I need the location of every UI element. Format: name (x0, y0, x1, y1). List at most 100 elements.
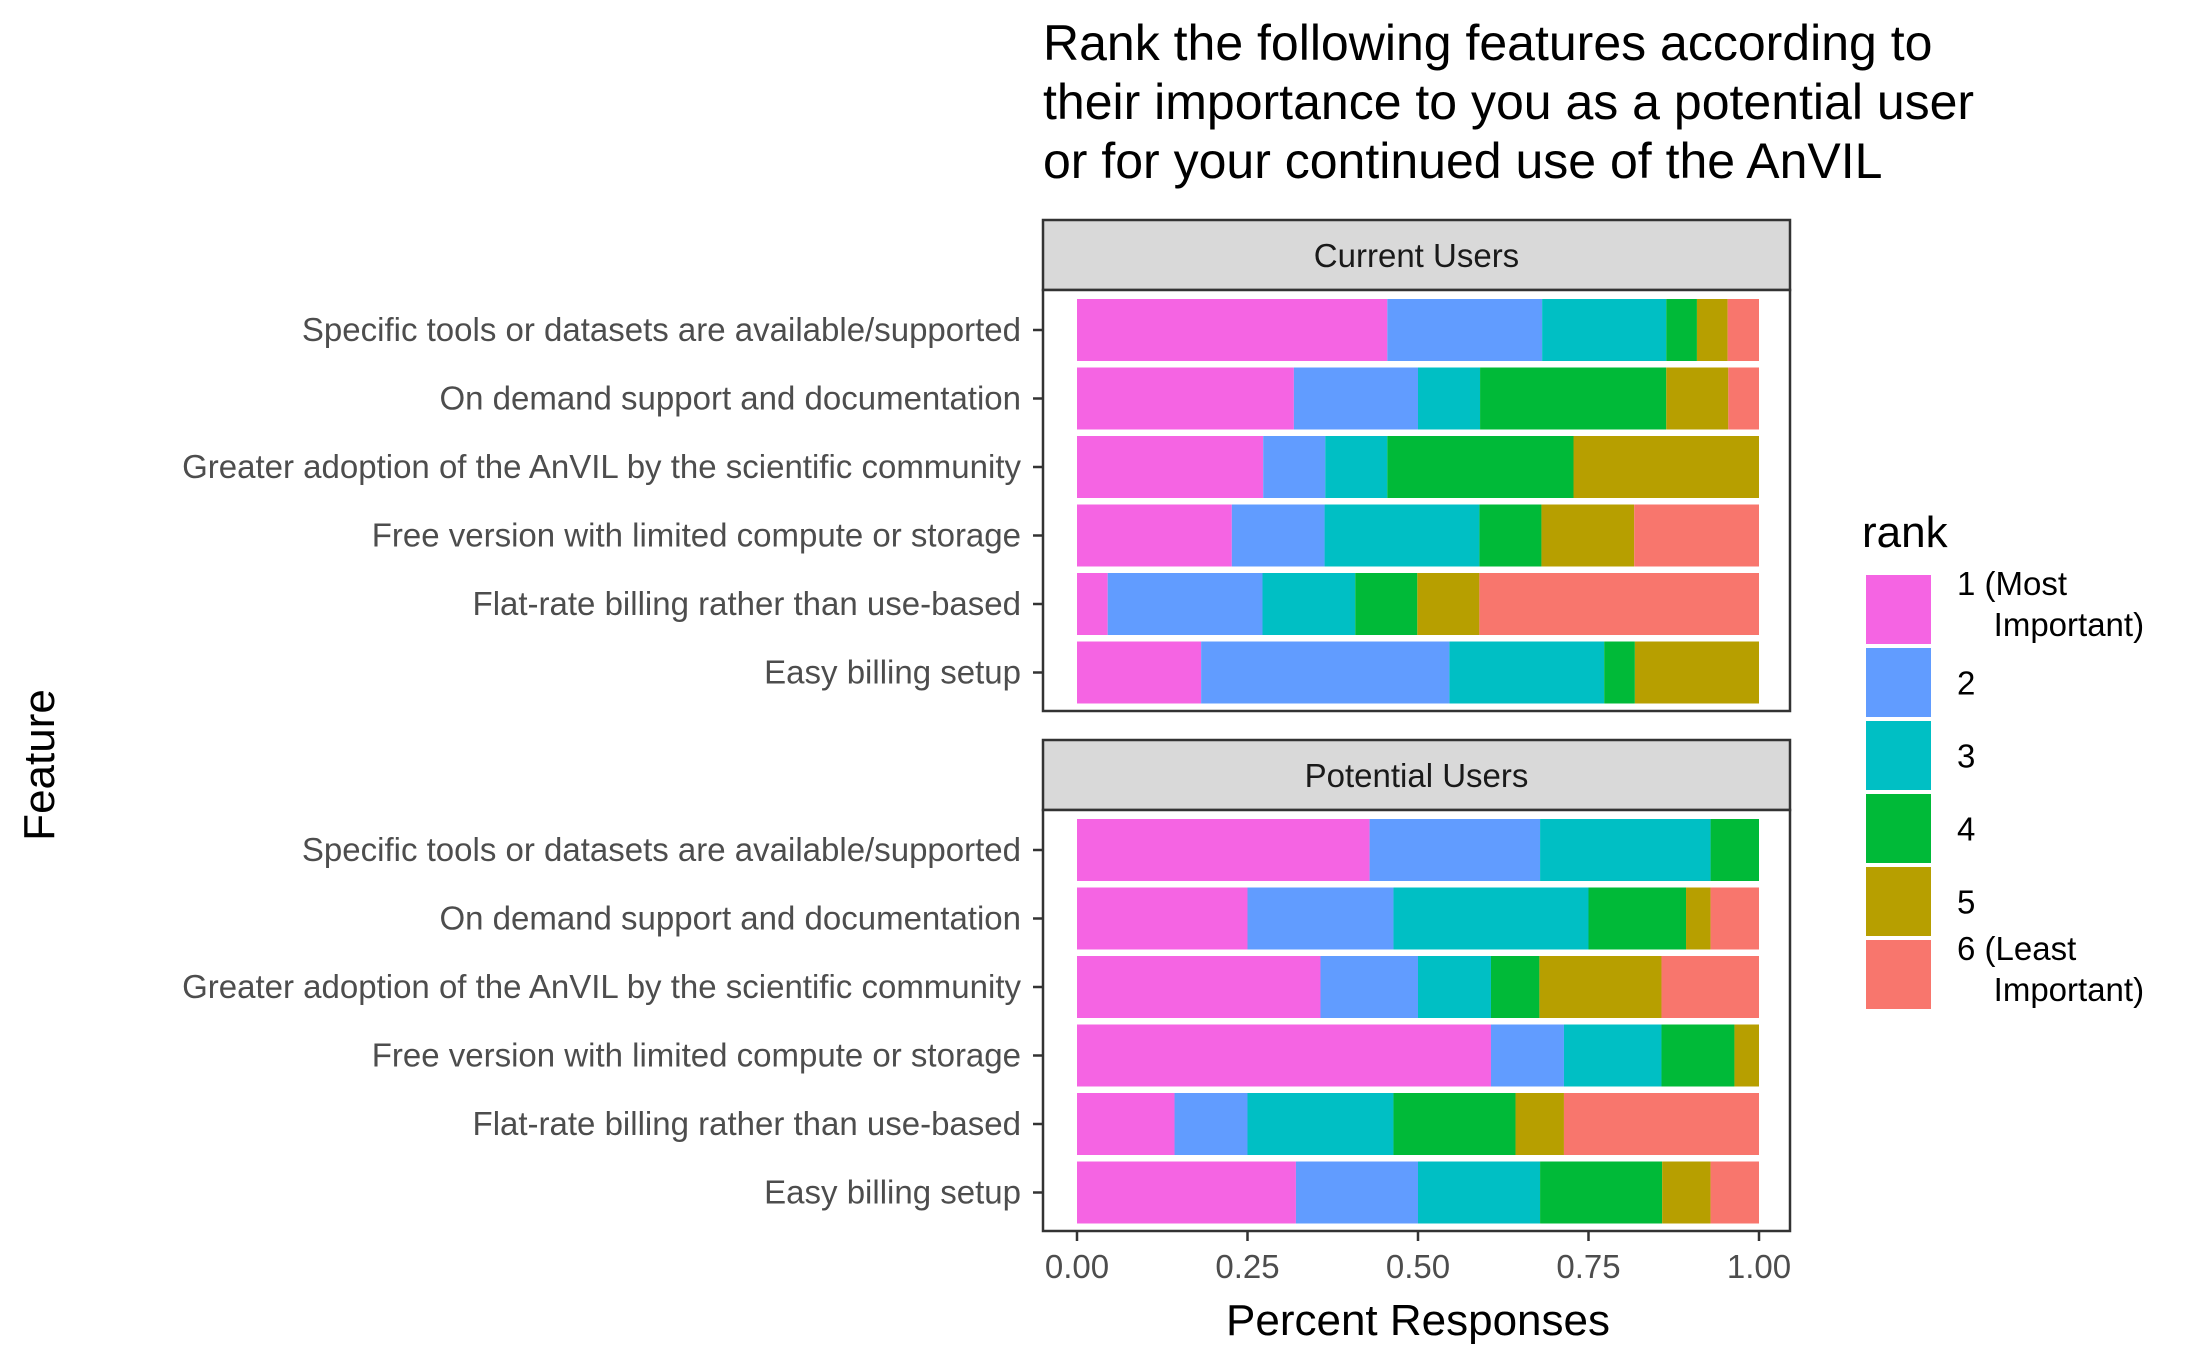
bar-segment-current-users-row4-rank5 (1541, 504, 1635, 567)
y-tick-label: Specific tools or datasets are available… (302, 831, 1021, 868)
bar-segment-potential-users-row1-rank1 (1077, 819, 1370, 881)
bar-segment-current-users-row1-rank3 (1542, 299, 1667, 361)
facet-strip-label: Current Users (1314, 237, 1519, 274)
facet-panel-current-users: Current Users Specific tools or datasets … (182, 218, 1792, 713)
y-tick-label: Greater adoption of the AnVIL by the sci… (182, 448, 1021, 485)
bar-segment-potential-users-row4-rank1 (1077, 1024, 1491, 1087)
chart-title: Rank the following features according to… (1043, 15, 1974, 189)
legend-key-rank-4 (1866, 794, 1931, 863)
bar-segment-potential-users-row3-rank1 (1077, 956, 1321, 1018)
bar-segment-potential-users-row6-rank6 (1710, 1161, 1759, 1224)
bar-segment-potential-users-row4-rank2 (1490, 1024, 1564, 1087)
bar-segment-potential-users-row2-rank4 (1588, 887, 1687, 950)
bar-segment-current-users-row3-rank3 (1325, 436, 1388, 498)
bar-segment-potential-users-row6-rank5 (1662, 1161, 1711, 1224)
chart-title-line: their importance to you as a potential u… (1043, 74, 1974, 130)
bar-segment-potential-users-row5-rank2 (1174, 1093, 1248, 1155)
x-tick-label: 1.00 (1727, 1248, 1791, 1285)
bar-segment-potential-users-row3-rank3 (1418, 956, 1491, 1018)
bar-segment-current-users-row3-rank4 (1387, 436, 1574, 498)
bar-segment-current-users-row4-rank3 (1324, 504, 1480, 567)
bar-segment-potential-users-row5-rank6 (1563, 1093, 1759, 1155)
bar-segment-current-users-row1-rank1 (1077, 299, 1388, 361)
y-tick-label: Flat-rate billing rather than use-based (473, 1105, 1021, 1142)
facet-strip-label: Potential Users (1305, 757, 1529, 794)
bar-segment-current-users-row1-rank4 (1666, 299, 1697, 361)
y-tick-label: On demand support and documentation (439, 380, 1021, 417)
x-tick-label: 0.50 (1386, 1248, 1450, 1285)
facet-panel-potential-users: Potential Users Specific tools or dataset… (182, 738, 1792, 1233)
y-tick-label: Specific tools or datasets are available… (302, 311, 1021, 348)
bar-segment-potential-users-row4-rank3 (1563, 1024, 1662, 1087)
bar-segment-potential-users-row1-rank4 (1710, 819, 1759, 881)
bar-segment-current-users-row5-rank1 (1077, 573, 1108, 635)
y-axis-label: Feature (15, 689, 64, 841)
legend-label-rank-4: 4 (1957, 811, 1975, 848)
bar-segment-current-users-row3-rank1 (1077, 436, 1264, 498)
y-tick-label: Free version with limited compute or sto… (372, 1037, 1021, 1074)
bar-segment-potential-users-row5-rank3 (1247, 1093, 1394, 1155)
legend-label-rank-1: 1 (Most Important) (1957, 565, 2144, 643)
x-axis-label: Percent Responses (1226, 1296, 1610, 1345)
y-tick-label: Greater adoption of the AnVIL by the sci… (182, 968, 1021, 1005)
facet-strip (1041, 218, 1792, 292)
legend-key-rank-5 (1866, 867, 1931, 936)
bar-segment-current-users-row2-rank2 (1293, 367, 1418, 430)
bar-segment-potential-users-row3-rank5 (1539, 956, 1662, 1018)
x-tick-label: 0.75 (1556, 1248, 1620, 1285)
bar-segment-potential-users-row5-rank5 (1515, 1093, 1564, 1155)
bar-segment-potential-users-row2-rank5 (1686, 887, 1711, 950)
bar-segment-current-users-row6-rank3 (1449, 641, 1605, 704)
bar-segment-potential-users-row3-rank6 (1661, 956, 1759, 1018)
bar-segment-current-users-row4-rank2 (1231, 504, 1325, 567)
bar-segment-current-users-row1-rank6 (1727, 299, 1759, 361)
bar-segment-potential-users-row6-rank3 (1418, 1161, 1541, 1224)
legend-title: rank (1862, 508, 1949, 557)
bar-segment-potential-users-row2-rank3 (1393, 887, 1589, 950)
bar-segment-potential-users-row1-rank2 (1369, 819, 1541, 881)
bar-segment-potential-users-row6-rank4 (1540, 1161, 1663, 1224)
bar-segment-current-users-row3-rank5 (1573, 436, 1759, 498)
bar-segment-current-users-row5-rank4 (1355, 573, 1418, 635)
bar-segment-current-users-row6-rank1 (1077, 641, 1202, 704)
bar-segment-current-users-row4-rank6 (1634, 504, 1759, 567)
bar-segment-potential-users-row2-rank6 (1710, 887, 1759, 950)
bar-segment-current-users-row4-rank1 (1077, 504, 1232, 567)
bar-segment-potential-users-row2-rank1 (1077, 887, 1248, 950)
bar-segment-potential-users-row4-rank4 (1661, 1024, 1735, 1087)
bar-segment-current-users-row2-rank1 (1077, 367, 1294, 430)
legend-label-rank-6: 6 (Least Important) (1957, 930, 2144, 1008)
legend-key-rank-1 (1866, 575, 1931, 644)
bar-segment-potential-users-row6-rank2 (1295, 1161, 1418, 1224)
bar-segment-potential-users-row5-rank1 (1077, 1093, 1175, 1155)
bar-segment-potential-users-row4-rank5 (1734, 1024, 1759, 1087)
chart-title-line: or for your continued use of the AnVIL (1043, 133, 1882, 189)
bar-segment-current-users-row5-rank5 (1417, 573, 1480, 635)
bar-segment-current-users-row4-rank4 (1479, 504, 1542, 567)
bar-segment-current-users-row1-rank5 (1696, 299, 1728, 361)
y-tick-label: Easy billing setup (764, 654, 1021, 691)
legend-label-rank-2: 2 (1957, 665, 1975, 702)
y-tick-label: Flat-rate billing rather than use-based (473, 585, 1021, 622)
bar-segment-potential-users-row1-rank3 (1540, 819, 1711, 881)
bar-segment-potential-users-row5-rank4 (1393, 1093, 1516, 1155)
bar-segment-potential-users-row2-rank2 (1247, 887, 1394, 950)
legend-key-rank-3 (1866, 721, 1931, 790)
bar-segment-potential-users-row3-rank4 (1490, 956, 1540, 1018)
bar-segment-current-users-row2-rank4 (1480, 367, 1667, 430)
legend-label-rank-5: 5 (1957, 884, 1975, 921)
legend-key-rank-2 (1866, 648, 1931, 717)
facet-strip (1041, 738, 1792, 812)
bar-segment-current-users-row6-rank4 (1604, 641, 1635, 704)
legend-label-rank-3: 3 (1957, 738, 1975, 775)
bar-segment-current-users-row2-rank6 (1728, 367, 1759, 430)
bar-segment-current-users-row2-rank3 (1418, 367, 1481, 430)
x-tick-label: 0.00 (1045, 1248, 1109, 1285)
bar-segment-current-users-row6-rank5 (1634, 641, 1759, 704)
y-tick-label: Easy billing setup (764, 1174, 1021, 1211)
x-axis: 0.00 0.25 0.50 0.75 1.00 (1045, 1231, 1791, 1285)
bar-segment-current-users-row3-rank2 (1263, 436, 1326, 498)
legend-key-rank-6 (1866, 940, 1931, 1009)
